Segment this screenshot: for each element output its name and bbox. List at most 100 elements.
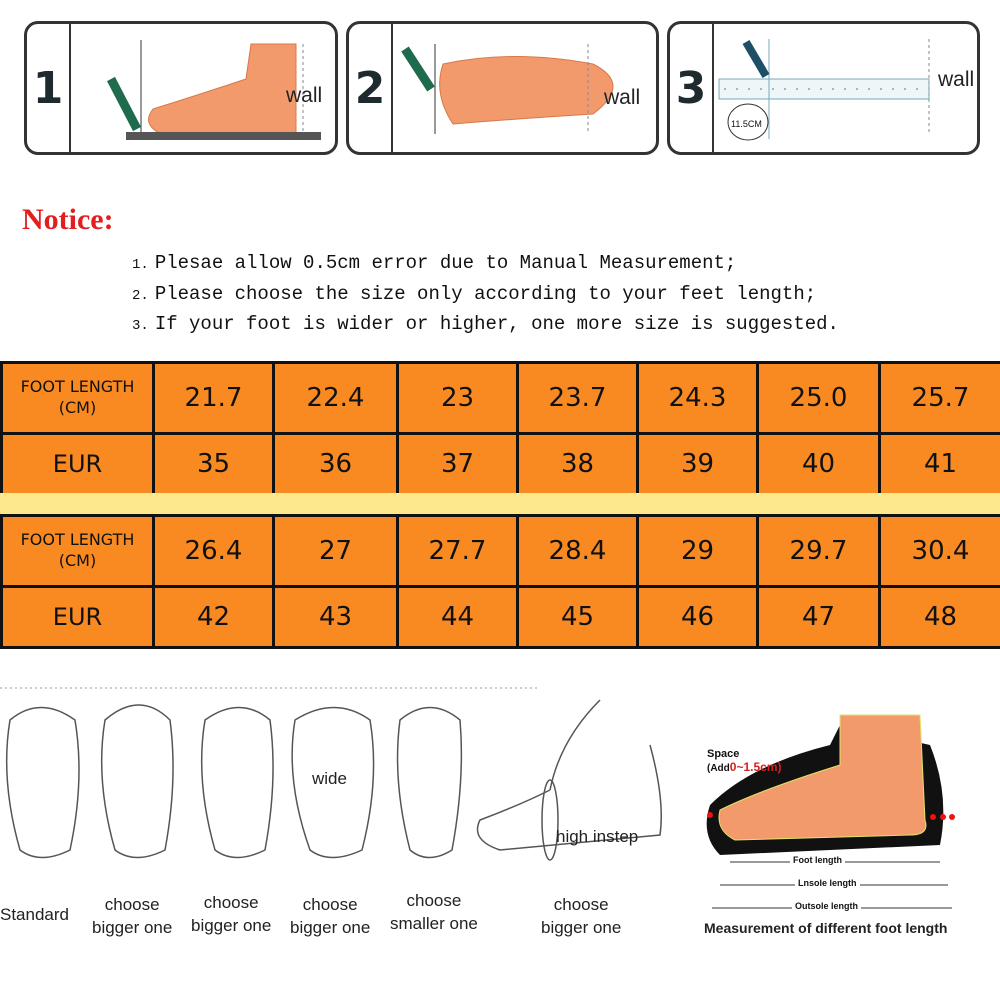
add-label: (Add0~1.5cm) (707, 760, 781, 774)
foot-caption: choose bigger one (92, 894, 172, 940)
high-instep-foot-icon (476, 699, 662, 851)
eur-size-cell: 48 (878, 585, 1000, 649)
foot-types-illustration (0, 687, 662, 861)
notice-title: Notice: (22, 203, 114, 236)
caption-line: choose (203, 893, 259, 912)
foot-icon (200, 706, 274, 859)
add-value: 0~1.5cm) (729, 760, 782, 774)
notice-item: 2. Please choose the size only according … (132, 283, 816, 305)
eur-size-cell: 37 (396, 432, 519, 496)
high-instep-label: high instep (556, 827, 639, 846)
foot-side-icon (107, 40, 321, 140)
caption-line: Standard (0, 905, 69, 924)
measure-label: 11.5CM (731, 119, 762, 129)
notice-item: 3. If your foot is wider or higher, one m… (132, 313, 839, 335)
notice-num: 2. (132, 288, 149, 304)
wide-label: wide (312, 769, 347, 788)
foot-length-cell: 29.7 (756, 514, 881, 588)
notice-num: 1. (132, 257, 149, 273)
eur-label: EUR (0, 585, 155, 649)
foot-length-cell: 30.4 (878, 514, 1000, 588)
label-text: (CM) (58, 398, 97, 417)
caption-line: bigger one (191, 915, 272, 935)
step-3-panel: 3 11.5CM wall (667, 21, 980, 155)
label-text: (CM) (58, 551, 97, 570)
wide-foot-icon (291, 706, 375, 859)
size-table-1: FOOT LENGTH (CM) 21.7 22.4 23 23.7 24.3 25.0 25.… (0, 361, 1000, 496)
wall-label: wall (286, 84, 323, 107)
eur-size-cell: 47 (756, 585, 881, 649)
caption-line: choose (406, 891, 462, 910)
caption-line: bigger one (290, 917, 371, 937)
wall-label: wall (604, 86, 641, 109)
step-number: 2 (349, 24, 393, 152)
foot-caption: choose bigger one (290, 894, 370, 940)
foot-length-row: FOOT LENGTH (CM) 26.4 27 27.7 28.4 29 29.7 30.4 (0, 514, 1000, 588)
measurement-caption: Measurement of different foot length (704, 920, 948, 936)
eur-size-cell: 41 (878, 432, 1000, 496)
caption-line: choose (302, 895, 358, 914)
separator-band (0, 493, 1000, 515)
insole-length-label: Lnsole length (795, 878, 860, 888)
foot-length-cell: 22.4 (272, 361, 399, 435)
label-text: EUR (52, 450, 103, 478)
notice-text: If your foot is wider or higher, one mor… (154, 313, 839, 335)
eur-size-cell: 43 (272, 585, 399, 649)
foot-length-cell: 23.7 (516, 361, 639, 435)
label-text: FOOT LENGTH (20, 530, 135, 550)
foot-caption: choose smaller one (390, 890, 478, 936)
foot-icon (100, 704, 174, 859)
eur-row: EUR 42 43 44 45 46 47 48 (0, 585, 1000, 649)
foot-length-cell: 27 (272, 514, 399, 588)
caption-line: smaller one (390, 913, 478, 933)
foot-length-cell: 29 (636, 514, 759, 588)
caption-line: bigger one (541, 917, 622, 937)
notice-num: 3. (132, 318, 149, 334)
eur-size-cell: 45 (516, 585, 639, 649)
eur-size-cell: 39 (636, 432, 759, 496)
eur-size-cell: 46 (636, 585, 759, 649)
foot-length-cell: 27.7 (396, 514, 519, 588)
foot-length-label: FOOT LENGTH (CM) (0, 361, 155, 435)
step-1-panel: 1 wall (24, 21, 338, 155)
foot-length-cell: 28.4 (516, 514, 639, 588)
wall-label: wall (938, 68, 975, 91)
eur-size-cell: 35 (152, 432, 275, 496)
step-number: 1 (27, 24, 71, 152)
label-text: FOOT LENGTH (20, 377, 135, 397)
eur-size-cell: 42 (152, 585, 275, 649)
eur-size-cell: 38 (516, 432, 639, 496)
eur-size-cell: 36 (272, 432, 399, 496)
caption-line: choose (553, 895, 609, 914)
foot-caption: Standard (0, 904, 69, 927)
add-prefix: (Add (707, 763, 730, 774)
foot-caption: choose bigger one (541, 894, 621, 940)
standard-foot-icon (5, 706, 80, 859)
foot-length-cell: 21.7 (152, 361, 275, 435)
notice-text: Plesae allow 0.5cm error due to Manual M… (154, 252, 737, 274)
eur-size-cell: 44 (396, 585, 519, 649)
label-text: EUR (52, 603, 103, 631)
space-label: Space (707, 748, 740, 760)
step-number: 3 (670, 24, 714, 152)
notice-item: 1. Plesae allow 0.5cm error due to Manual… (132, 252, 736, 274)
foot-length-label: Foot length (790, 855, 845, 865)
caption-line: bigger one (92, 917, 173, 937)
foot-length-cell: 23 (396, 361, 519, 435)
foot-length-cell: 25.0 (756, 361, 881, 435)
caption-line: choose (104, 895, 160, 914)
ruler-icon (718, 39, 930, 141)
foot-length-cell: 24.3 (636, 361, 759, 435)
foot-length-cell: 25.7 (878, 361, 1000, 435)
eur-size-cell: 40 (756, 432, 881, 496)
foot-length-cell: 26.4 (152, 514, 275, 588)
eur-label: EUR (0, 432, 155, 496)
size-table-2: FOOT LENGTH (CM) 26.4 27 27.7 28.4 29 29.7 30.4 E… (0, 514, 1000, 649)
outsole-length-label: Outsole length (792, 901, 861, 911)
foot-top-icon (401, 44, 614, 134)
notice-text: Please choose the size only according to… (154, 283, 817, 305)
foot-length-row: FOOT LENGTH (CM) 21.7 22.4 23 23.7 24.3 25.0 25.… (0, 361, 1000, 435)
foot-icon (396, 706, 463, 859)
shoe-measurement-illustration (706, 714, 955, 909)
foot-caption: choose bigger one (191, 892, 271, 938)
